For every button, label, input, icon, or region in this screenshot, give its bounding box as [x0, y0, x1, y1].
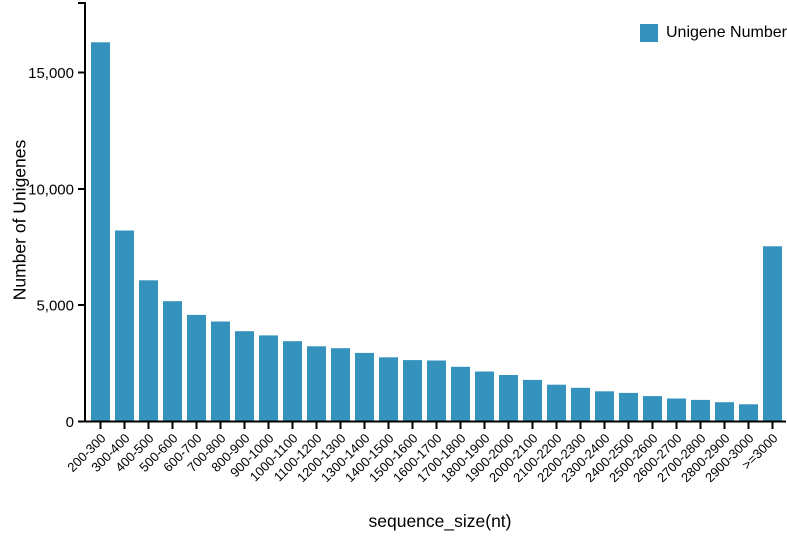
- y-tick-label: 10,000: [28, 181, 74, 198]
- bar: [763, 246, 782, 422]
- y-tick-label: 0: [66, 414, 74, 431]
- bar: [523, 379, 542, 422]
- bar: [163, 301, 182, 422]
- bar: [571, 387, 590, 422]
- bar: [739, 404, 758, 422]
- x-axis-title: sequence_size(nt): [368, 511, 512, 531]
- bar: [691, 399, 710, 422]
- bar: [355, 352, 374, 422]
- bar: [667, 398, 686, 422]
- bar: [211, 321, 230, 422]
- legend-label: Unigene Number: [666, 24, 787, 41]
- bar: [643, 396, 662, 422]
- bar: [307, 346, 326, 422]
- bar: [139, 280, 158, 422]
- bar: [331, 348, 350, 422]
- bar: [283, 341, 302, 422]
- bar: [499, 375, 518, 422]
- bar: [259, 335, 278, 422]
- bar: [715, 402, 734, 422]
- bar: [403, 360, 422, 422]
- bar: [427, 360, 446, 422]
- bar: [475, 371, 494, 422]
- bar: [595, 391, 614, 422]
- legend-swatch: [640, 24, 658, 42]
- legend: Unigene Number: [640, 24, 787, 42]
- bar: [619, 392, 638, 422]
- y-tick-label: 5,000: [36, 298, 74, 315]
- y-tick-label: 15,000: [28, 65, 74, 82]
- bar: [187, 314, 206, 422]
- y-axis-title: Number of Unigenes: [9, 139, 30, 301]
- bar: [547, 384, 566, 422]
- bar: [451, 366, 470, 422]
- bar: [91, 42, 110, 422]
- bar: [379, 357, 398, 422]
- bar: [235, 331, 254, 422]
- bar: [115, 230, 134, 422]
